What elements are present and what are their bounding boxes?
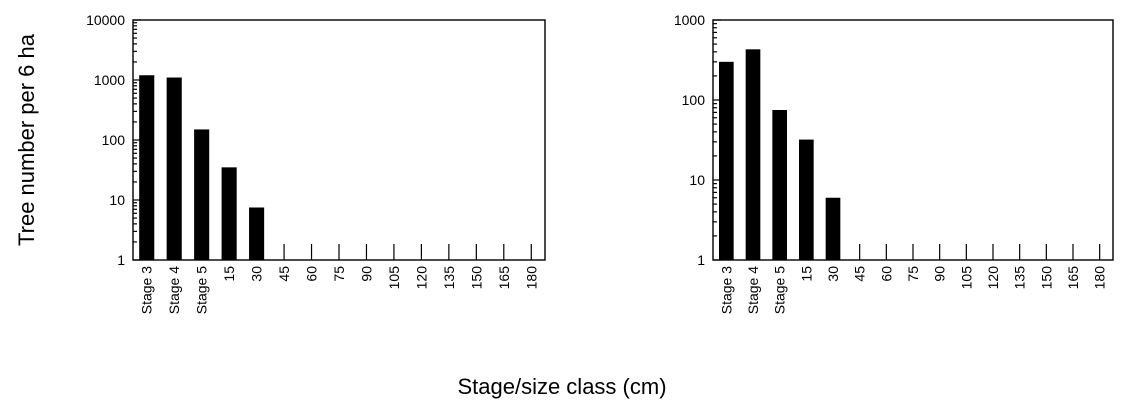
- x-tick-label: 150: [468, 266, 484, 290]
- bar: [772, 109, 787, 260]
- x-tick-label: 105: [386, 266, 402, 290]
- x-tick-label: Stage 5: [772, 266, 788, 314]
- x-tick-label: 45: [852, 266, 868, 282]
- y-tick-label: 10: [689, 172, 705, 188]
- x-tick-label: 150: [1038, 266, 1054, 290]
- y-tick-label: 100: [682, 92, 706, 108]
- x-tick-label: 165: [1065, 266, 1081, 290]
- x-tick-label: 180: [523, 266, 539, 290]
- x-tick-label: 15: [221, 266, 237, 282]
- y-tick-label: 100: [102, 132, 126, 148]
- x-tick-label: Stage 3: [139, 266, 155, 314]
- bar: [799, 139, 814, 260]
- x-tick-label: 135: [1012, 266, 1028, 290]
- x-tick-label: 135: [441, 266, 457, 290]
- bar: [221, 167, 237, 260]
- y-tick-label: 10: [109, 192, 125, 208]
- x-tick-label: 165: [496, 266, 512, 290]
- y-axis-title: Tree number per 6 ha: [14, 33, 39, 246]
- right-chart: 1 10 100 1000 Stage 3 Stage 4 Stage 5 15 30 45 60 7…: [674, 12, 1114, 314]
- x-tick-label: 105: [958, 266, 974, 290]
- x-tick-label: Stage 4: [745, 266, 761, 314]
- x-axis-title: Stage/size class (cm): [457, 374, 666, 399]
- x-tick-label: 30: [249, 266, 265, 282]
- y-tick-label: 1000: [674, 12, 705, 28]
- x-tick-label: 180: [1092, 266, 1108, 290]
- bar: [249, 207, 265, 260]
- y-tick-label: 10000: [86, 12, 125, 28]
- x-tick-label: 75: [905, 266, 921, 282]
- x-tick-label: 30: [825, 266, 841, 282]
- x-tick-label: Stage 4: [166, 266, 182, 314]
- x-tick-label: 45: [276, 266, 292, 282]
- x-tick-label: 60: [878, 266, 894, 282]
- bar: [194, 129, 210, 260]
- y-tick-label: 1000: [94, 72, 125, 88]
- bar: [139, 75, 155, 261]
- x-tick-label: 120: [413, 266, 429, 290]
- bar: [825, 197, 841, 260]
- bar: [719, 61, 734, 261]
- x-tick-label: Stage 3: [718, 266, 734, 314]
- bar: [745, 49, 761, 260]
- x-tick-label: 90: [358, 266, 374, 282]
- y-tick-label: 1: [117, 252, 125, 268]
- y-tick-label: 1: [697, 252, 705, 268]
- x-tick-label: 60: [304, 266, 320, 282]
- x-tick-label: Stage 5: [194, 266, 210, 314]
- left-chart: 1 10 100 1000 10000 Stage 3 Stage 4 Stage 5 15 30…: [86, 12, 546, 314]
- x-tick-label: 15: [798, 266, 814, 282]
- x-tick-label: 120: [985, 266, 1001, 290]
- x-tick-label: 90: [932, 266, 948, 282]
- x-tick-label: 75: [331, 266, 347, 282]
- bar: [166, 77, 182, 260]
